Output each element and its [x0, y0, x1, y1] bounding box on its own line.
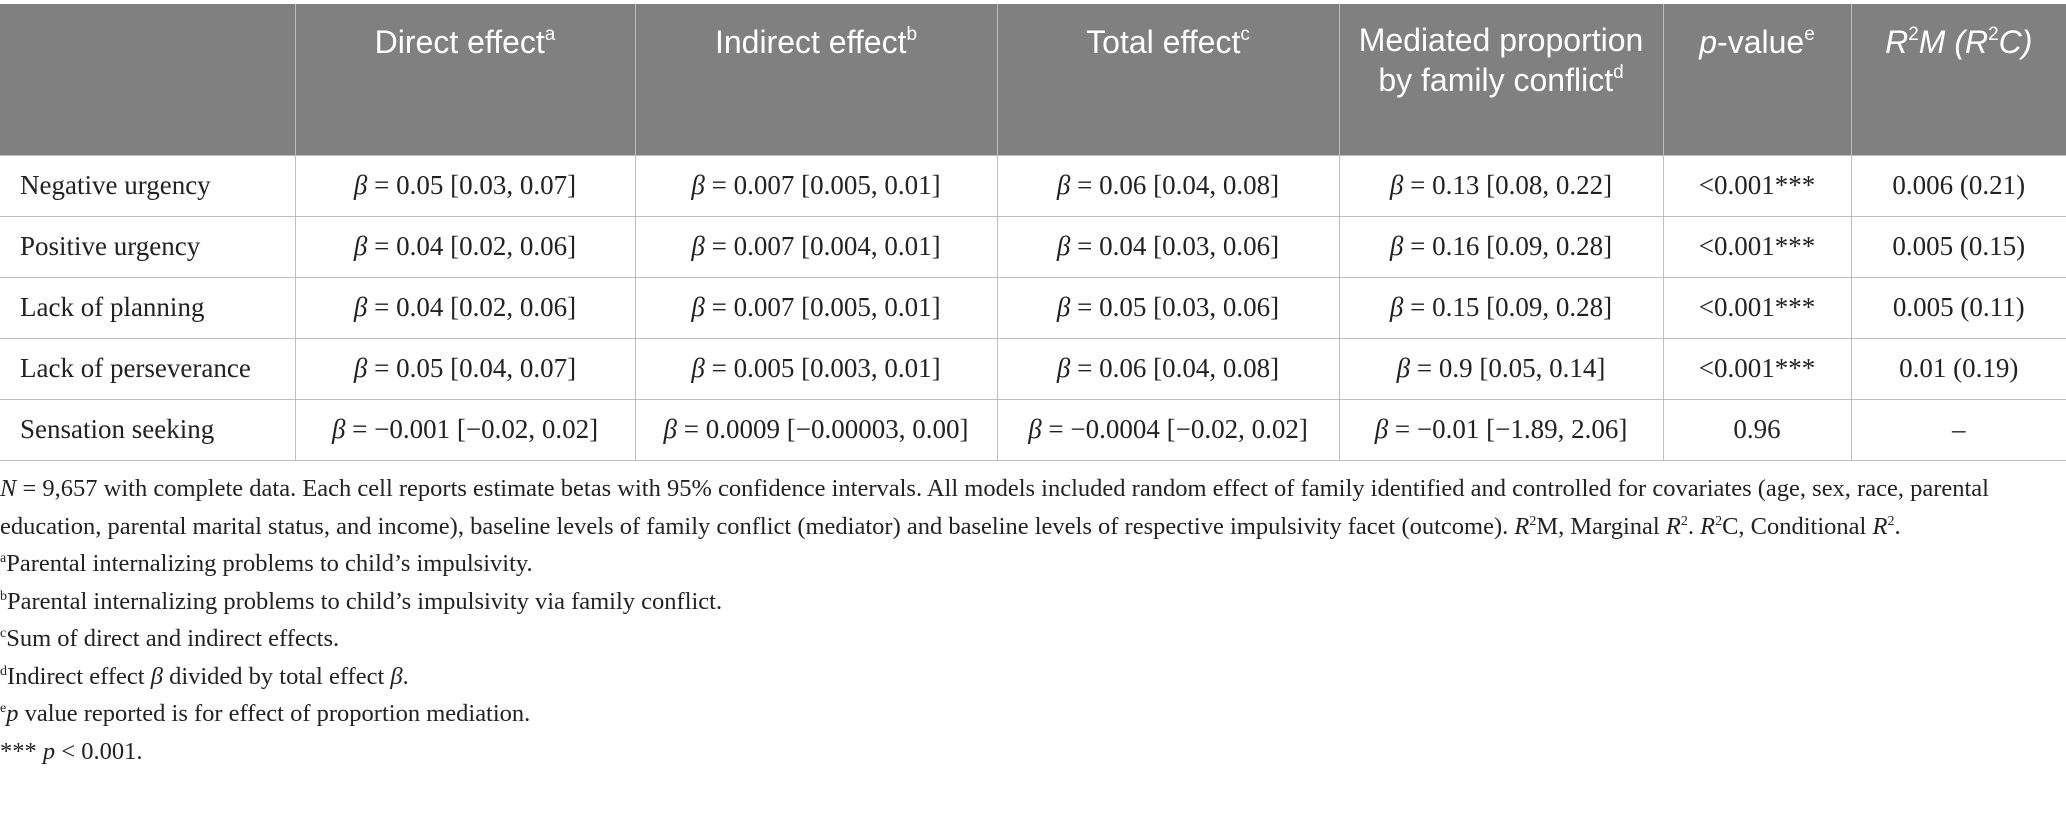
cell-direct: β = 0.04 [0.02, 0.06]: [294, 276, 636, 339]
cell-indirect: β = 0.007 [0.005, 0.01]: [634, 154, 998, 217]
cell-p: 0.96: [1662, 398, 1852, 461]
cell-total: β = 0.04 [0.03, 0.06]: [996, 215, 1340, 278]
cell-indirect: β = 0.007 [0.005, 0.01]: [634, 276, 998, 339]
table-row: Lack of planning β = 0.04 [0.02, 0.06] β =…: [0, 276, 2066, 339]
cell-total: β = 0.05 [0.03, 0.06]: [996, 276, 1340, 339]
cell-p: <0.001***: [1662, 276, 1852, 339]
table-notes: N = 9,657 with complete data. Each cell …: [0, 470, 2060, 770]
footnote-item: aParental internalizing problems to chil…: [0, 550, 533, 577]
cell-p: <0.001***: [1662, 154, 1852, 217]
table-row: Lack of perseverance β = 0.05 [0.04, 0.07…: [0, 337, 2066, 400]
table-note-main: N = 9,657 with complete data. Each cell …: [0, 475, 1989, 540]
header-row: Direct effecta Indirect effectb Total ef…: [0, 4, 2066, 155]
cell-mediated: β = 0.15 [0.09, 0.28]: [1338, 276, 1664, 339]
header-cell-empty: [0, 4, 295, 155]
p-value-header-text: p-value: [1699, 24, 1805, 60]
cell-mediated: β = 0.9 [0.05, 0.14]: [1338, 337, 1664, 400]
row-label-cell: Positive urgency: [0, 215, 296, 278]
cell-indirect: β = 0.0009 [−0.00003, 0.00]: [634, 398, 998, 461]
cell-mediated: β = −0.01 [−1.89, 2.06]: [1338, 398, 1664, 461]
header-direct-effect: Direct effecta: [294, 4, 635, 155]
cell-mediated: β = 0.16 [0.09, 0.28]: [1338, 215, 1664, 278]
header-indirect-effect: Indirect effectb: [634, 4, 997, 155]
cell-direct: β = 0.05 [0.03, 0.07]: [294, 154, 636, 217]
footnote-item: dIndirect effect β divided by total effe…: [0, 662, 409, 690]
results-table: Direct effecta Indirect effectb Total ef…: [0, 4, 2066, 461]
cell-r2: 0.005 (0.11): [1850, 276, 2066, 339]
cell-direct: β = 0.05 [0.04, 0.07]: [294, 337, 636, 400]
table-row: Sensation seeking β = −0.001 [−0.02, 0.02…: [0, 398, 2066, 461]
cell-p: <0.001***: [1662, 215, 1852, 278]
row-label-cell: Sensation seeking: [0, 398, 296, 461]
row-label-cell: Lack of planning: [0, 276, 296, 339]
footnote-item: cSum of direct and indirect effects.: [0, 625, 340, 652]
table-body: Negative urgency β = 0.05 [0.03, 0.07] β =…: [0, 154, 2066, 461]
cell-total: β = −0.0004 [−0.02, 0.02]: [996, 398, 1340, 461]
footnote-list: aParental internalizing problems to chil…: [0, 545, 2060, 770]
r2-header-text: R2M (R2C): [1885, 24, 2033, 60]
cell-mediated: β = 0.13 [0.08, 0.22]: [1338, 154, 1664, 217]
cell-r2: 0.01 (0.19): [1850, 337, 2066, 400]
cell-direct: β = 0.04 [0.02, 0.06]: [294, 215, 636, 278]
cell-r2: 0.006 (0.21): [1850, 154, 2066, 217]
row-label-cell: Lack of perseverance: [0, 337, 296, 400]
row-label-cell: Negative urgency: [0, 154, 296, 217]
cell-direct: β = −0.001 [−0.02, 0.02]: [294, 398, 636, 461]
cell-r2: –: [1850, 398, 2066, 461]
cell-total: β = 0.06 [0.04, 0.08]: [996, 337, 1340, 400]
cell-total: β = 0.06 [0.04, 0.08]: [996, 154, 1340, 217]
table-row: Positive urgency β = 0.04 [0.02, 0.06] β =…: [0, 215, 2066, 278]
footnote-item: *** p < 0.001.: [0, 737, 143, 765]
header-total-effect: Total effectc: [996, 4, 1339, 155]
cell-indirect: β = 0.007 [0.004, 0.01]: [634, 215, 998, 278]
cell-r2: 0.005 (0.15): [1850, 215, 2066, 278]
footnote-item: bParental internalizing problems to chil…: [0, 587, 723, 615]
cell-p: <0.001***: [1662, 337, 1852, 400]
footnote-item: ep value reported is for effect of propo…: [0, 700, 531, 727]
header-p-value: p-valuee: [1662, 4, 1851, 155]
header-r2: R2M (R2C): [1850, 4, 2066, 155]
table-row: Negative urgency β = 0.05 [0.03, 0.07] β =…: [0, 154, 2066, 217]
cell-indirect: β = 0.005 [0.003, 0.01]: [634, 337, 998, 400]
header-mediated-proportion: Mediated proportion by family conflictd: [1338, 4, 1663, 155]
